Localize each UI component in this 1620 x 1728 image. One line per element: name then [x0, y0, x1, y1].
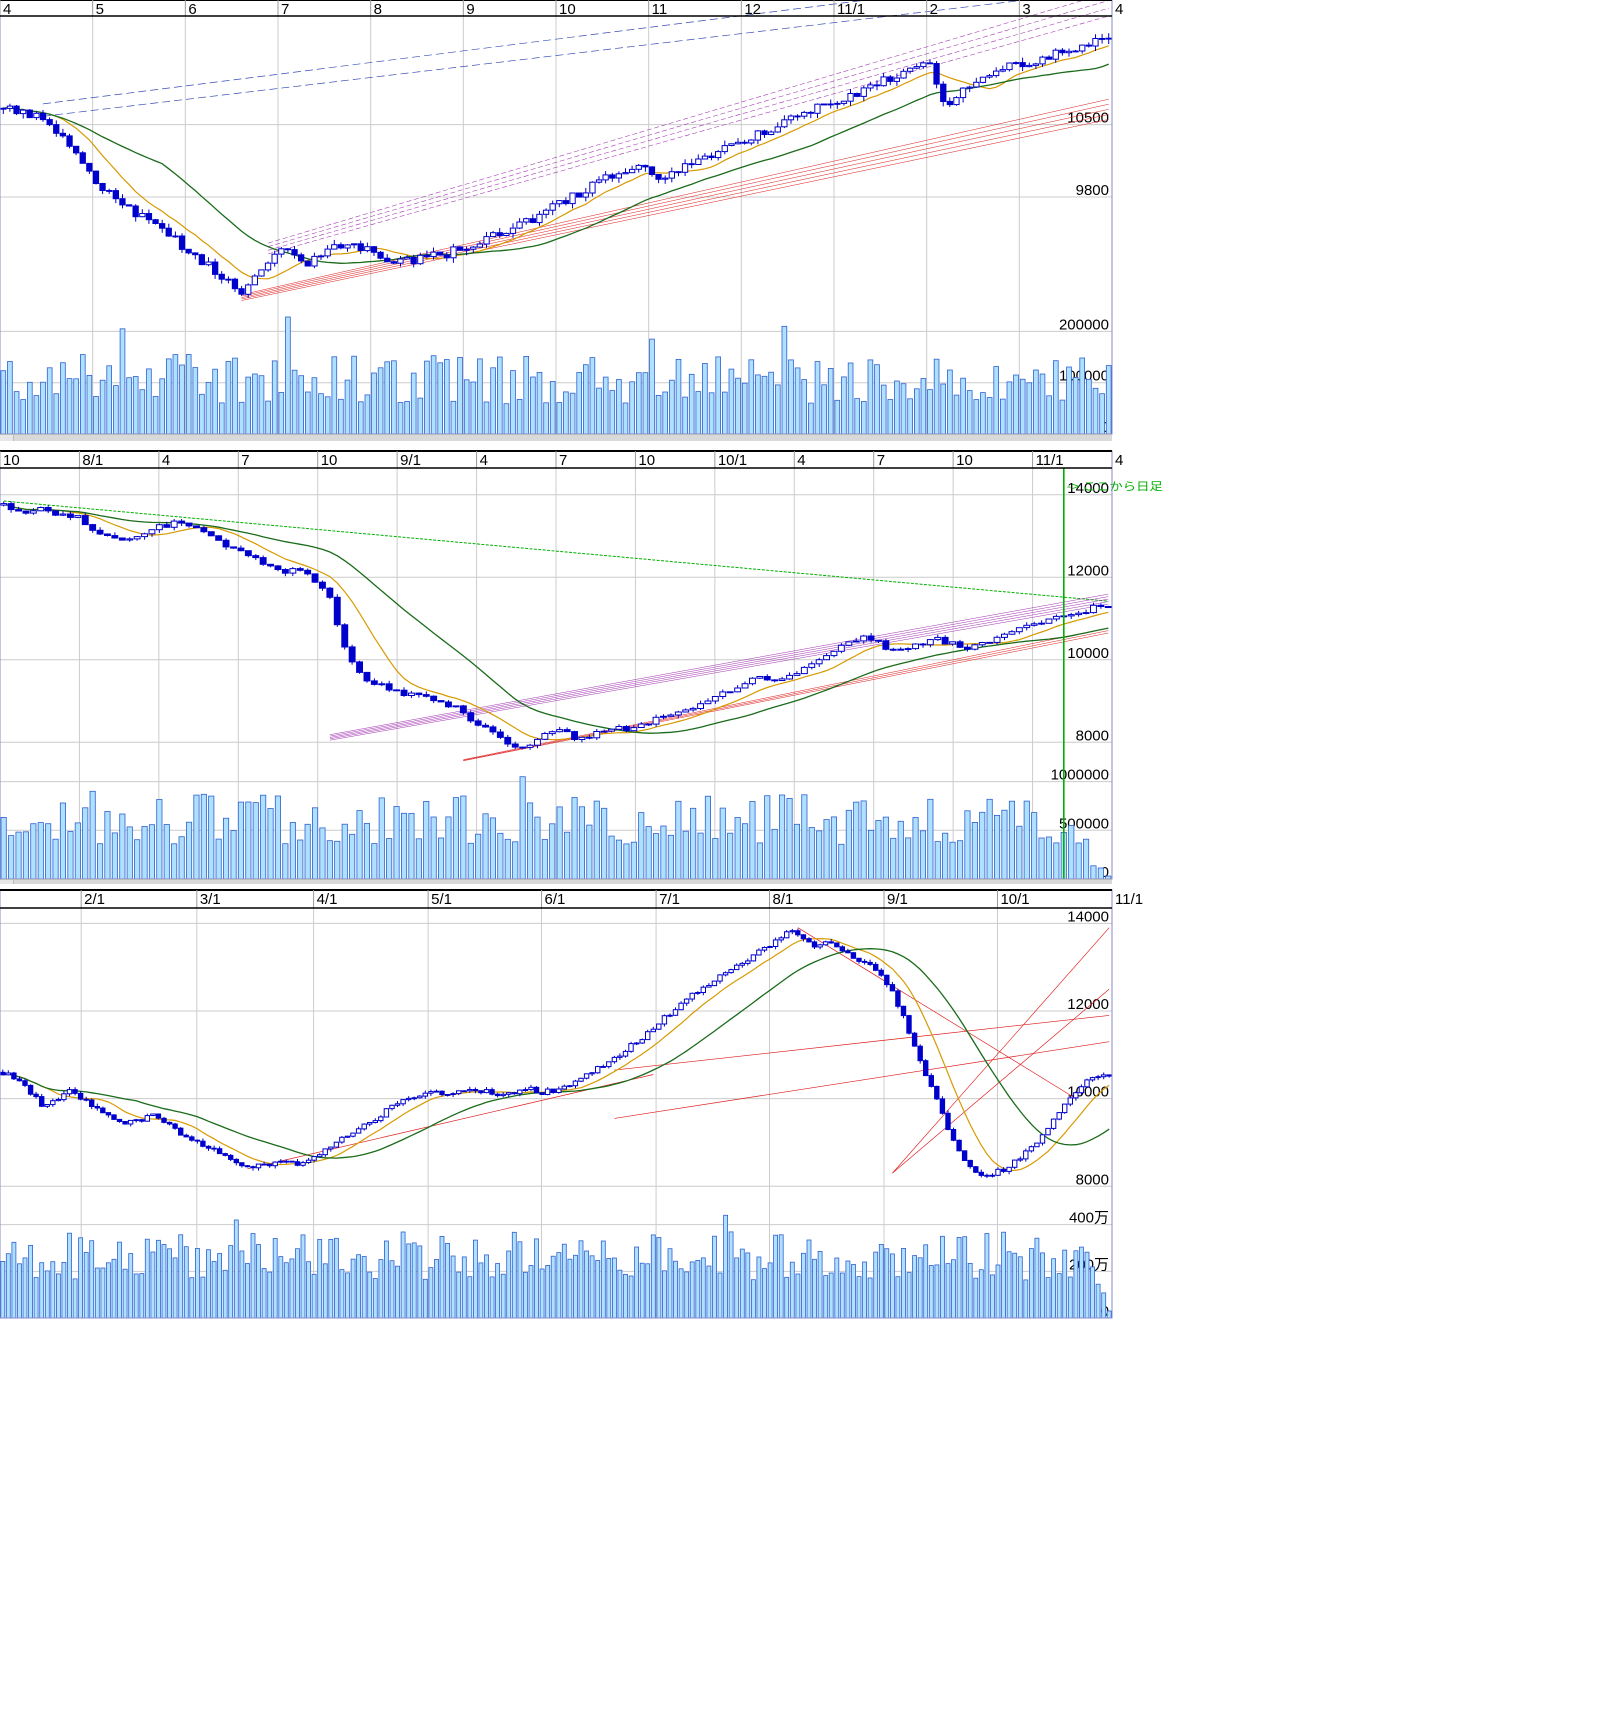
svg-text:7: 7	[559, 452, 567, 469]
svg-text:14000: 14000	[1067, 908, 1109, 925]
svg-text:5/1: 5/1	[431, 891, 452, 908]
svg-text:11/1: 11/1	[1115, 891, 1143, 908]
svg-text:4/1: 4/1	[317, 891, 338, 908]
svg-text:400万: 400万	[1069, 1210, 1109, 1227]
svg-text:10000: 10000	[1067, 645, 1109, 662]
svg-text:1000000: 1000000	[1051, 767, 1109, 784]
svg-text:10: 10	[3, 452, 20, 469]
svg-text:8/1: 8/1	[773, 891, 794, 908]
svg-text:9800: 9800	[1076, 182, 1109, 199]
svg-text:11/1: 11/1	[1036, 452, 1064, 469]
svg-text:500000: 500000	[1059, 815, 1109, 832]
svg-text:9/1: 9/1	[400, 452, 421, 469]
svg-text:200000: 200000	[1059, 316, 1109, 333]
svg-text:2/1: 2/1	[84, 891, 105, 908]
svg-text:10: 10	[321, 452, 338, 469]
svg-text:10: 10	[638, 452, 655, 469]
svg-text:8000: 8000	[1076, 1171, 1109, 1188]
svg-text:7/1: 7/1	[659, 891, 680, 908]
svg-text:6/1: 6/1	[545, 891, 566, 908]
svg-text:12000: 12000	[1067, 562, 1109, 579]
svg-text:7: 7	[877, 452, 885, 469]
svg-text:4: 4	[1115, 452, 1123, 469]
svg-text:10/1: 10/1	[718, 452, 747, 469]
svg-text:7: 7	[241, 452, 249, 469]
svg-text:4: 4	[797, 452, 805, 469]
svg-text:4: 4	[480, 452, 488, 469]
svg-text:9/1: 9/1	[887, 891, 908, 908]
svg-text:12000: 12000	[1067, 996, 1109, 1013]
svg-text:10/1: 10/1	[1000, 891, 1029, 908]
svg-text:10: 10	[956, 452, 973, 469]
svg-text:8000: 8000	[1076, 727, 1109, 744]
svg-text:-> ここから日足: -> ここから日足	[1067, 480, 1163, 493]
svg-text:4: 4	[1115, 1, 1123, 18]
svg-text:4: 4	[162, 452, 170, 469]
svg-text:3/1: 3/1	[200, 891, 221, 908]
svg-text:8/1: 8/1	[82, 452, 103, 469]
